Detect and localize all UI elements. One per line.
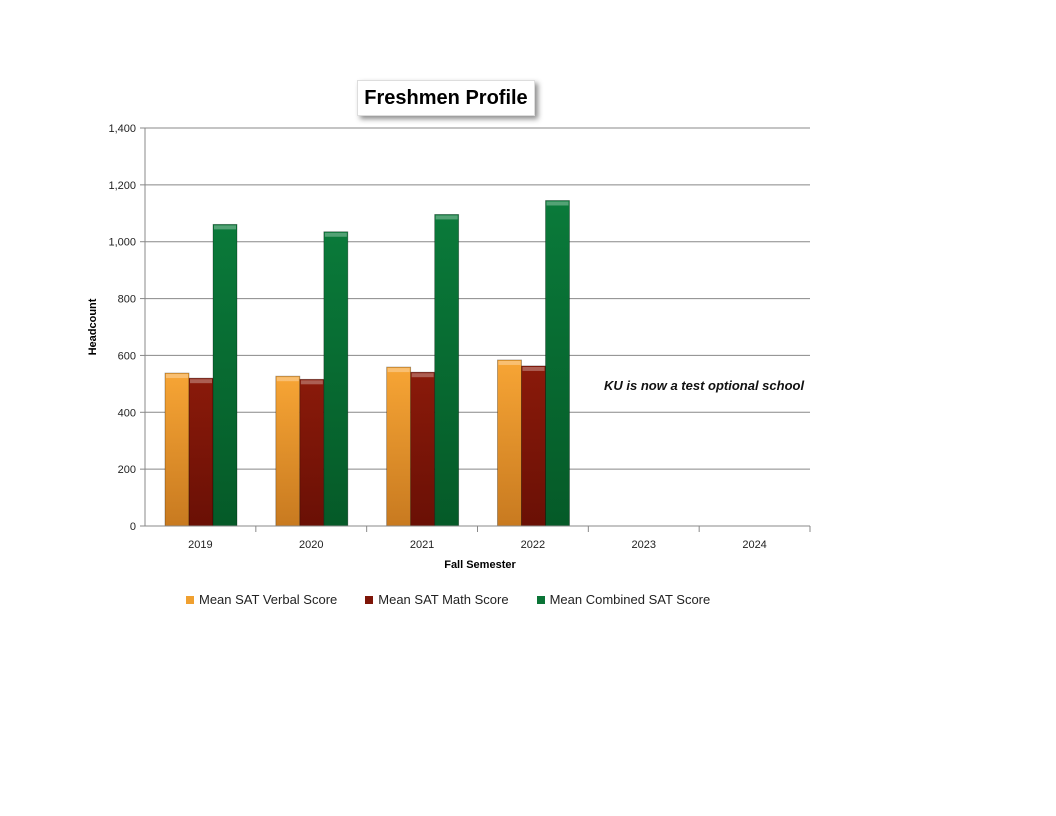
x-tick-label: 2021 [410, 539, 434, 551]
bar-bevel [190, 379, 212, 384]
x-tick-label: 2022 [521, 539, 545, 551]
legend-item-verbal: Mean SAT Verbal Score [186, 592, 337, 607]
legend-label: Mean SAT Math Score [378, 592, 509, 607]
x-tick-label: 2023 [632, 539, 656, 551]
bar-bevel [411, 373, 434, 378]
bar-mean-sat-math-score-2020 [299, 378, 325, 527]
y-tick-label: 0 [130, 521, 136, 533]
bar-bevel [276, 377, 299, 382]
bar-mean-sat-math-score-2022 [521, 365, 546, 527]
bar-bevel [435, 215, 458, 220]
legend-item-math: Mean SAT Math Score [365, 592, 509, 607]
legend-swatch [365, 595, 374, 604]
bar-mean-sat-math-score-2019 [188, 377, 214, 527]
bar-mean-sat-math-score-2021 [410, 371, 436, 527]
x-tick-label: 2019 [188, 539, 212, 551]
bar-mean-sat-verbal-score-2022 [497, 359, 522, 527]
annotation-test-optional: KU is now a test optional school [604, 378, 805, 393]
bar-mean-combined-sat-score-2021 [434, 214, 460, 527]
bar-bevel [324, 232, 347, 237]
legend-swatch [186, 595, 194, 604]
chart-title: Freshmen Profile [357, 80, 535, 116]
x-axis-title: Fall Semester [444, 559, 516, 571]
bar-mean-sat-verbal-score-2019 [164, 372, 190, 527]
bar-mean-sat-verbal-score-2020 [275, 375, 301, 527]
legend: Mean SAT Verbal Score Mean SAT Math Scor… [186, 592, 710, 607]
bar-mean-combined-sat-score-2019 [212, 223, 238, 527]
y-tick-label: 400 [118, 407, 136, 419]
bar-mean-combined-sat-score-2022 [545, 200, 570, 527]
bar-bevel [214, 225, 236, 230]
bar-bevel [522, 366, 545, 371]
x-tick-label: 2024 [742, 539, 766, 551]
legend-label: Mean Combined SAT Score [549, 592, 711, 607]
y-tick-label: 1,400 [108, 123, 136, 135]
bar-bevel [546, 201, 569, 206]
y-axis-title: Headcount [87, 298, 99, 355]
y-tick-label: 600 [118, 350, 136, 362]
bar-bevel [300, 380, 323, 385]
x-tick-label: 2020 [299, 539, 323, 551]
y-tick-label: 200 [118, 464, 136, 476]
legend-item-combined: Mean Combined SAT Score [536, 592, 711, 607]
y-tick-label: 800 [118, 294, 136, 306]
y-tick-label: 1,200 [108, 180, 136, 192]
bar-bevel [498, 360, 521, 365]
bar-mean-combined-sat-score-2020 [323, 231, 349, 527]
bar-bevel [166, 374, 188, 379]
legend-swatch [536, 595, 545, 604]
legend-label: Mean SAT Verbal Score [199, 592, 338, 607]
bar-bevel [387, 368, 410, 373]
bar-mean-sat-verbal-score-2021 [386, 366, 412, 527]
y-tick-label: 1,000 [108, 237, 136, 249]
